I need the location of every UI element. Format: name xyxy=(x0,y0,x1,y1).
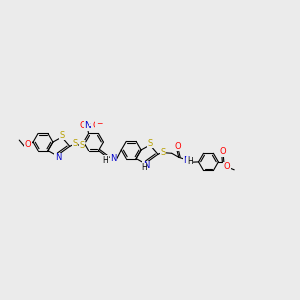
Text: H: H xyxy=(141,164,147,172)
Text: +: + xyxy=(89,121,94,126)
Text: N: N xyxy=(55,153,61,162)
Text: −: − xyxy=(96,119,102,128)
Text: O: O xyxy=(92,121,99,130)
Text: N: N xyxy=(184,156,190,165)
Text: S: S xyxy=(148,139,153,148)
Text: O: O xyxy=(174,142,181,151)
Text: N: N xyxy=(143,161,149,170)
Text: O: O xyxy=(79,121,86,130)
Text: O: O xyxy=(219,148,226,157)
Text: N: N xyxy=(110,154,116,163)
Text: H: H xyxy=(187,157,193,166)
Text: N: N xyxy=(84,121,91,130)
Text: S: S xyxy=(79,141,84,150)
Text: H: H xyxy=(103,156,108,165)
Text: O: O xyxy=(25,140,32,148)
Text: S: S xyxy=(60,130,65,140)
Text: O: O xyxy=(224,162,231,171)
Text: S: S xyxy=(160,148,166,157)
Text: S: S xyxy=(72,139,77,148)
